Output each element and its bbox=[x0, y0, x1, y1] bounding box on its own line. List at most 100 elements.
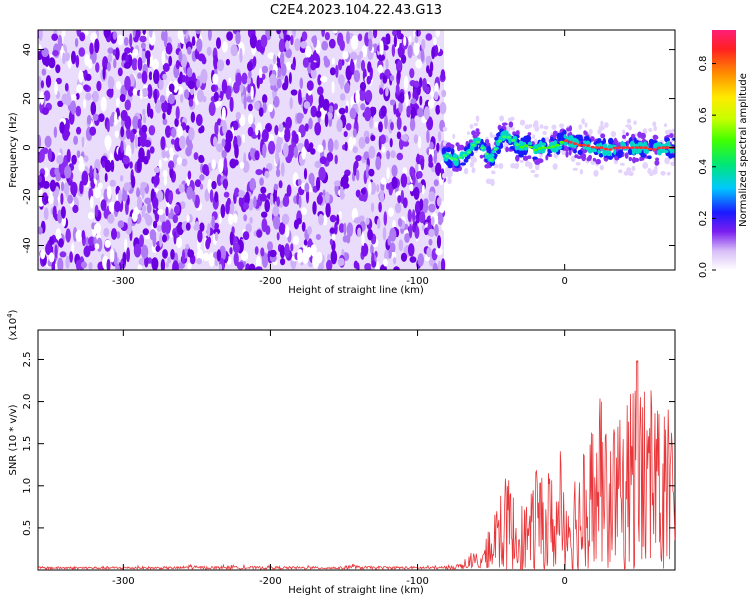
signal-core bbox=[643, 146, 648, 150]
noise-blob bbox=[288, 72, 292, 84]
noise-blob bbox=[431, 165, 437, 173]
signal-blob bbox=[593, 148, 597, 153]
noise-blob bbox=[368, 38, 373, 52]
noise-blob bbox=[375, 156, 382, 171]
noise-blob bbox=[260, 186, 267, 194]
noise-blob bbox=[60, 192, 64, 205]
signal-blob bbox=[570, 155, 576, 162]
noise-blob bbox=[425, 86, 430, 94]
noise-blob bbox=[199, 183, 204, 190]
noise-blob bbox=[357, 33, 363, 42]
noise-blob bbox=[409, 256, 417, 263]
noise-blob bbox=[141, 205, 145, 218]
noise-blob bbox=[278, 180, 283, 189]
noise-blob bbox=[346, 233, 351, 244]
noise-blob bbox=[390, 121, 394, 131]
noise-blob bbox=[254, 101, 260, 111]
noise-blob bbox=[344, 82, 351, 94]
signal-blob bbox=[625, 132, 629, 137]
noise-blob bbox=[397, 70, 401, 81]
noise-blob bbox=[162, 234, 167, 243]
noise-blob bbox=[276, 232, 280, 241]
signal-blob bbox=[541, 142, 547, 147]
noise-blob bbox=[324, 32, 330, 41]
noise-blob bbox=[179, 135, 186, 150]
noise-blob bbox=[355, 155, 362, 162]
noise-blob bbox=[380, 178, 387, 185]
noise-blob bbox=[408, 35, 412, 43]
noise-blob bbox=[282, 195, 290, 207]
noise-blob bbox=[409, 68, 415, 79]
noise-blob bbox=[118, 189, 123, 204]
noise-blob bbox=[147, 84, 153, 99]
colorbar-tick-label: 0.8 bbox=[698, 56, 709, 72]
noise-blob bbox=[153, 69, 160, 84]
noise-blob bbox=[285, 40, 290, 51]
noise-blob bbox=[380, 134, 386, 145]
signal-blob bbox=[602, 144, 607, 148]
noise-blob bbox=[352, 146, 359, 154]
noise-blob bbox=[417, 107, 424, 118]
noise-blob bbox=[89, 126, 97, 136]
noise-blob bbox=[284, 127, 291, 143]
noise-blob bbox=[360, 188, 366, 195]
signal-blob bbox=[663, 123, 668, 128]
noise-blob bbox=[78, 47, 86, 57]
noise-blob bbox=[436, 196, 442, 207]
noise-blob bbox=[38, 76, 42, 91]
signal-blob bbox=[452, 167, 458, 172]
signal-blob bbox=[549, 141, 555, 146]
noise-blob bbox=[69, 251, 73, 263]
noise-blob bbox=[83, 98, 87, 109]
noise-blob bbox=[318, 166, 326, 181]
noise-blob bbox=[88, 236, 95, 246]
noise-blob bbox=[296, 217, 302, 225]
signal-blob bbox=[647, 155, 652, 160]
signal-blob bbox=[566, 127, 571, 132]
noise-blob bbox=[158, 77, 164, 91]
noise-blob bbox=[358, 194, 366, 202]
noise-blob bbox=[124, 238, 128, 252]
noise-blob bbox=[223, 157, 228, 172]
noise-blob bbox=[275, 168, 281, 178]
colorbar-tick-label: 0.6 bbox=[698, 107, 709, 123]
noise-blob bbox=[116, 231, 121, 239]
noise-blob bbox=[83, 245, 91, 258]
noise-blob bbox=[163, 176, 168, 186]
noise-blob bbox=[308, 117, 313, 130]
signal-blob bbox=[629, 140, 635, 148]
noise-blob bbox=[137, 264, 143, 270]
noise-blob bbox=[191, 36, 196, 47]
signal-blob bbox=[635, 149, 640, 155]
noise-blob bbox=[317, 144, 324, 153]
noise-blob bbox=[218, 263, 222, 270]
noise-blob bbox=[365, 89, 373, 103]
noise-blob bbox=[93, 236, 97, 246]
noise-blob bbox=[345, 105, 349, 114]
signal-blob bbox=[622, 134, 626, 139]
signal-blob bbox=[510, 127, 515, 131]
signal-blob bbox=[542, 130, 547, 136]
noise-blob bbox=[94, 243, 100, 250]
signal-blob bbox=[669, 133, 674, 139]
noise-blob bbox=[385, 58, 389, 70]
noise-blob bbox=[88, 243, 96, 252]
noise-blob bbox=[185, 243, 190, 250]
signal-blob bbox=[515, 154, 520, 162]
noise-blob bbox=[262, 144, 267, 158]
noise-blob bbox=[124, 99, 131, 111]
signal-blob bbox=[672, 148, 675, 154]
noise-blob bbox=[89, 195, 94, 209]
noise-blob bbox=[435, 247, 443, 256]
noise-blob bbox=[423, 198, 429, 206]
noise-blob bbox=[213, 222, 219, 230]
noise-blob bbox=[297, 249, 303, 264]
x-tick-label: -100 bbox=[406, 576, 429, 587]
noise-blob bbox=[403, 75, 409, 91]
noise-blob bbox=[52, 205, 57, 219]
noise-blob bbox=[436, 235, 442, 249]
noise-blob bbox=[212, 73, 219, 85]
noise-blob bbox=[428, 191, 436, 202]
signal-blob bbox=[491, 150, 496, 154]
noise-blob bbox=[433, 179, 439, 187]
